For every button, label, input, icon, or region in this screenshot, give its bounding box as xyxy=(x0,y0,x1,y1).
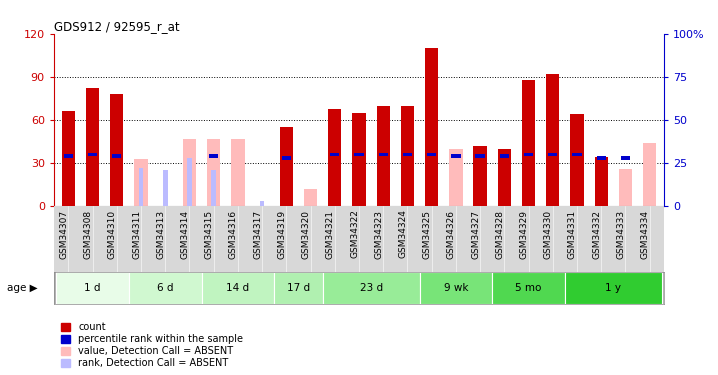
Bar xyxy=(330,153,340,156)
Bar xyxy=(328,108,342,206)
Bar xyxy=(597,156,606,160)
Text: 6 d: 6 d xyxy=(157,283,174,293)
Bar xyxy=(475,154,485,158)
Text: 14 d: 14 d xyxy=(226,283,249,293)
Bar xyxy=(572,153,582,156)
Bar xyxy=(112,154,121,158)
Bar xyxy=(274,272,322,304)
Text: GSM34322: GSM34322 xyxy=(350,210,359,258)
Bar xyxy=(64,154,73,158)
Text: GSM34316: GSM34316 xyxy=(229,210,238,259)
Bar xyxy=(56,272,129,304)
Bar xyxy=(134,159,148,206)
Bar xyxy=(451,154,460,158)
Bar xyxy=(231,139,245,206)
Bar xyxy=(260,201,264,206)
Text: age ▶: age ▶ xyxy=(7,283,38,293)
Bar xyxy=(211,170,216,206)
Legend: count, percentile rank within the sample, value, Detection Call = ABSENT, rank, : count, percentile rank within the sample… xyxy=(59,320,245,370)
Bar xyxy=(280,127,293,206)
Bar xyxy=(565,272,662,304)
Text: GSM34314: GSM34314 xyxy=(180,210,190,258)
Text: GSM34321: GSM34321 xyxy=(326,210,335,258)
Bar xyxy=(163,170,167,206)
Bar xyxy=(353,113,365,206)
Bar xyxy=(110,94,123,206)
Text: GSM34307: GSM34307 xyxy=(60,210,68,259)
Text: GSM34319: GSM34319 xyxy=(277,210,286,259)
Bar xyxy=(139,168,144,206)
Bar xyxy=(183,139,196,206)
Bar xyxy=(427,153,437,156)
Bar xyxy=(498,149,511,206)
Text: GSM34330: GSM34330 xyxy=(544,210,553,259)
Bar xyxy=(304,189,317,206)
Bar xyxy=(62,111,75,206)
Bar xyxy=(522,124,535,206)
Bar xyxy=(473,146,487,206)
Text: 17 d: 17 d xyxy=(287,283,310,293)
Text: GSM34329: GSM34329 xyxy=(520,210,528,258)
Text: GSM34324: GSM34324 xyxy=(398,210,407,258)
Bar xyxy=(425,48,438,206)
Text: 5 mo: 5 mo xyxy=(516,283,541,293)
Bar xyxy=(548,153,557,156)
Bar xyxy=(570,114,584,206)
Bar xyxy=(546,74,559,206)
Text: GSM34317: GSM34317 xyxy=(253,210,262,259)
Bar xyxy=(449,149,462,206)
Text: GSM34332: GSM34332 xyxy=(592,210,601,258)
Text: GSM34308: GSM34308 xyxy=(83,210,93,259)
Bar xyxy=(187,158,192,206)
Bar xyxy=(419,272,493,304)
Bar xyxy=(595,158,608,206)
Text: GSM34310: GSM34310 xyxy=(108,210,117,259)
Bar xyxy=(401,106,414,206)
Bar xyxy=(376,106,390,206)
Bar xyxy=(322,272,419,304)
Bar xyxy=(493,272,565,304)
Bar xyxy=(129,272,202,304)
Bar xyxy=(355,153,363,156)
Text: 1 y: 1 y xyxy=(605,283,621,293)
Text: GSM34327: GSM34327 xyxy=(471,210,480,258)
Text: 9 wk: 9 wk xyxy=(444,283,468,293)
Bar xyxy=(522,80,535,206)
Text: GSM34334: GSM34334 xyxy=(640,210,650,258)
Bar xyxy=(378,153,388,156)
Bar xyxy=(209,154,218,158)
Bar xyxy=(403,153,412,156)
Text: GSM34311: GSM34311 xyxy=(132,210,141,259)
Bar xyxy=(202,272,274,304)
Bar xyxy=(207,139,220,206)
Text: GDS912 / 92595_r_at: GDS912 / 92595_r_at xyxy=(54,20,180,33)
Text: 23 d: 23 d xyxy=(360,283,383,293)
Text: GSM34333: GSM34333 xyxy=(616,210,625,259)
Text: GSM34320: GSM34320 xyxy=(302,210,311,258)
Bar xyxy=(621,156,630,160)
Text: GSM34323: GSM34323 xyxy=(374,210,383,258)
Text: GSM34328: GSM34328 xyxy=(495,210,504,258)
Bar xyxy=(595,167,608,206)
Text: GSM34313: GSM34313 xyxy=(157,210,165,259)
Bar xyxy=(643,143,656,206)
Text: GSM34331: GSM34331 xyxy=(568,210,577,259)
Text: GSM34326: GSM34326 xyxy=(447,210,456,258)
Bar xyxy=(619,169,632,206)
Bar xyxy=(88,153,97,156)
Text: GSM34315: GSM34315 xyxy=(205,210,214,259)
Text: 1 d: 1 d xyxy=(84,283,101,293)
Text: GSM34325: GSM34325 xyxy=(423,210,432,258)
Bar xyxy=(281,156,291,160)
Bar xyxy=(86,88,99,206)
Bar xyxy=(524,153,533,156)
Bar xyxy=(500,154,509,158)
